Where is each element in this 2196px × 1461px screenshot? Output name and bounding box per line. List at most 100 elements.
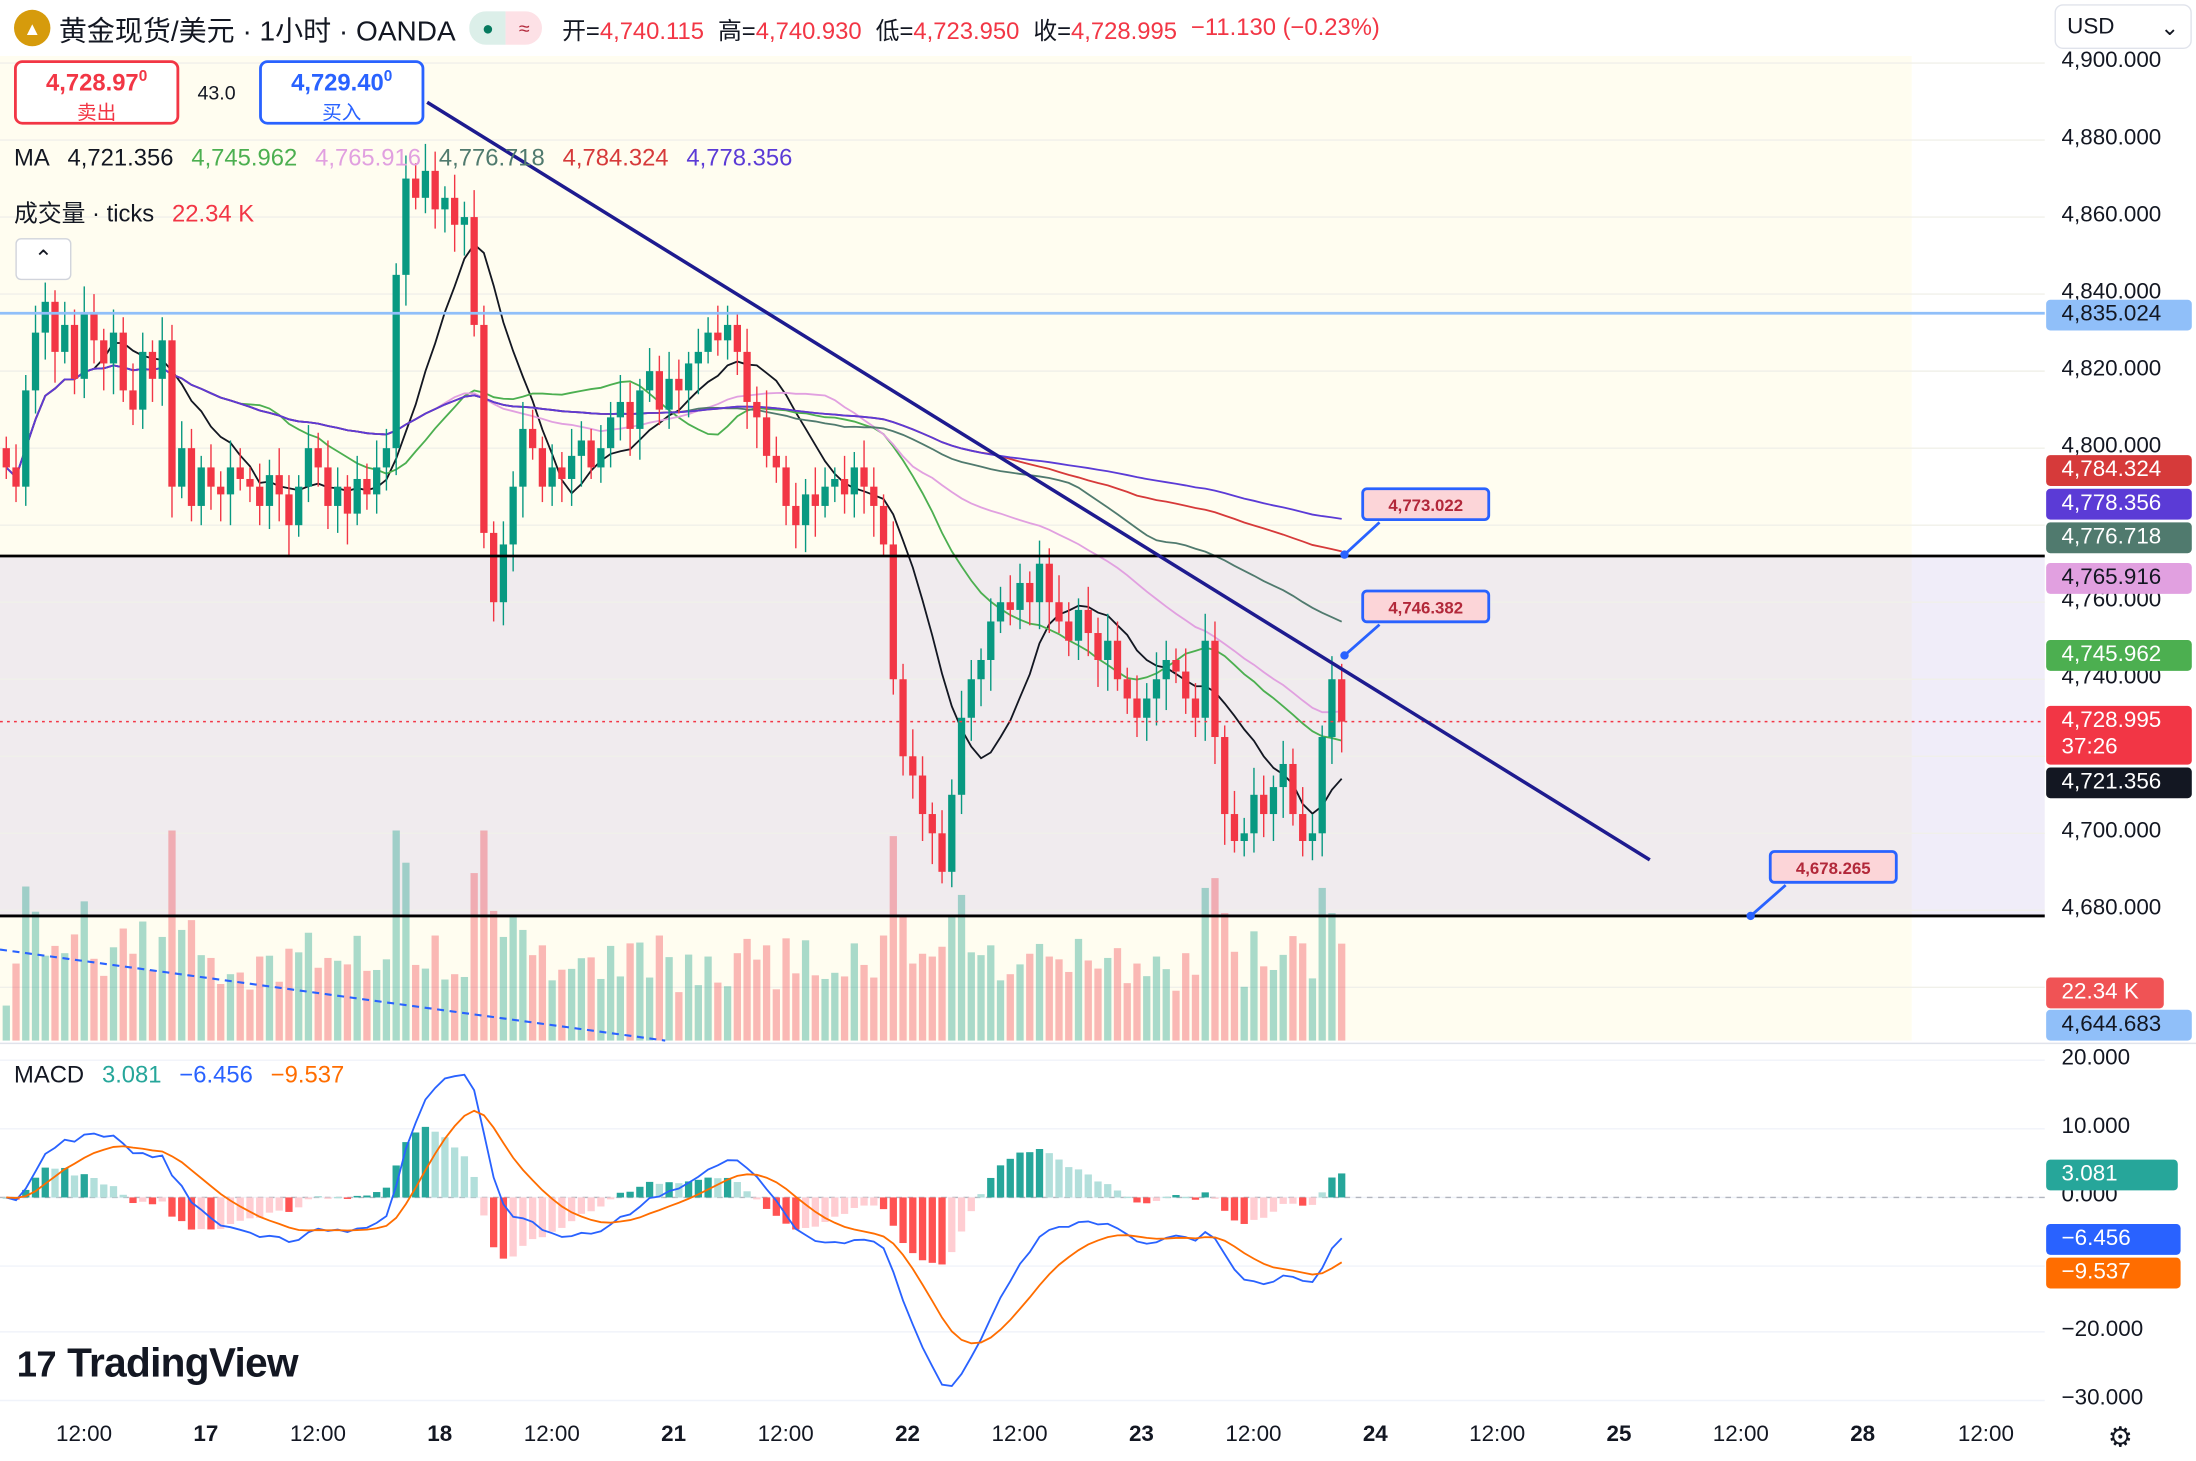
macd-histogram-bar <box>295 1197 303 1208</box>
volume-bar <box>402 862 410 1041</box>
macd-histogram-bar <box>246 1197 254 1219</box>
candle-body <box>1172 659 1180 672</box>
candle-body <box>753 401 761 418</box>
macd-histogram-bar <box>314 1195 322 1198</box>
macd-histogram-bar <box>236 1197 244 1221</box>
candle-body <box>1289 763 1297 815</box>
delayed-icon: ≈ <box>506 11 543 45</box>
candle-body <box>158 340 166 379</box>
candle-body <box>645 371 654 391</box>
candle-body <box>226 467 235 495</box>
price-callout[interactable]: 4,678.265 <box>1768 850 1898 884</box>
volume-bar <box>441 979 449 1041</box>
macd-histogram-bar <box>353 1195 361 1198</box>
candle-body <box>217 486 225 495</box>
macd-histogram-bar <box>100 1184 108 1198</box>
candle-body <box>1055 602 1063 622</box>
sell-button[interactable]: 4,728.970 卖出 <box>14 60 180 125</box>
symbol-header: ▲ 黄金现货/美元 · 1小时 · OANDA ● ≈ 开=4,740.115 … <box>14 8 1380 47</box>
collapse-legend-button[interactable]: ⌃ <box>15 238 72 281</box>
candle-body <box>1065 621 1073 641</box>
candle-body <box>1162 659 1170 680</box>
volume-bar <box>70 934 79 1041</box>
volume-bar <box>1289 936 1297 1041</box>
trendline <box>426 100 1651 862</box>
macd-histogram-bar <box>80 1174 88 1198</box>
price-tag: 4,776.718 <box>2046 522 2192 554</box>
volume-bar <box>948 914 956 1041</box>
symbol-title[interactable]: 黄金现货/美元 · 1小时 · OANDA <box>58 16 456 47</box>
candle-body <box>402 178 410 275</box>
candle-body <box>548 467 556 487</box>
candle-body <box>665 378 673 410</box>
callout-pointer <box>1343 623 1381 657</box>
ma-legend[interactable]: MA 4,721.356 4,745.962 4,765.916 4,776.7… <box>14 144 793 171</box>
candle-body <box>1074 609 1083 641</box>
settings-gear-icon[interactable]: ⚙ <box>2107 1422 2133 1454</box>
volume-bar <box>470 873 478 1041</box>
volume-bar <box>61 953 69 1041</box>
ma-line-2 <box>5 364 1342 742</box>
candle-body <box>1211 640 1219 738</box>
macd-histogram-bar <box>1055 1159 1063 1198</box>
candle-body <box>109 332 118 364</box>
macd-histogram-bar <box>402 1142 410 1198</box>
candle-body <box>694 351 702 364</box>
ma-line-6 <box>5 364 1342 520</box>
macd-histogram-bar <box>304 1197 313 1200</box>
currency-select[interactable]: USD ⌄ <box>2054 4 2192 50</box>
volume-bar <box>1123 983 1131 1041</box>
volume-legend[interactable]: 成交量 · ticks 22.34 K <box>14 200 255 227</box>
macd-histogram-bar <box>918 1197 927 1261</box>
volume-bar <box>665 957 673 1041</box>
macd-histogram-bar <box>1016 1152 1024 1198</box>
macd-legend[interactable]: MACD 3.081 −6.456 −9.537 <box>14 1061 345 1089</box>
signal-tag: −9.537 <box>2046 1257 2181 1289</box>
bar-countdown: 37:26 <box>2061 735 2118 760</box>
candle-body <box>129 390 137 410</box>
market-status[interactable]: ● ≈ <box>469 11 543 45</box>
candle-body <box>1133 698 1141 718</box>
volume-bar <box>1035 943 1044 1041</box>
candle-body <box>626 401 634 429</box>
candle-body <box>1269 787 1278 815</box>
volume-bar <box>353 935 361 1041</box>
volume-bar <box>558 969 566 1041</box>
volume-bar <box>1260 966 1268 1041</box>
volume-bar <box>158 936 166 1041</box>
candle-body <box>304 448 313 487</box>
macd-histogram-bar <box>762 1197 771 1209</box>
buy-button[interactable]: 4,729.400 买入 <box>259 60 425 125</box>
price-callout[interactable]: 4,746.382 <box>1361 589 1491 624</box>
volume-bar <box>1094 968 1102 1041</box>
price-callout[interactable]: 4,773.022 <box>1361 487 1491 521</box>
macd-histogram-bar <box>1338 1173 1346 1198</box>
candle-body <box>207 467 215 487</box>
macd-histogram-bar <box>558 1197 566 1228</box>
volume-bar <box>655 935 664 1041</box>
candle-body <box>821 486 829 506</box>
macd-histogram-bar <box>334 1196 342 1199</box>
candle-body <box>1230 814 1239 842</box>
candle-body <box>343 486 352 514</box>
volume-bar <box>860 964 868 1041</box>
last-price-tag: 4,728.995 37:26 <box>2046 705 2192 765</box>
volume-bar <box>1230 951 1239 1041</box>
candle-body <box>100 340 108 364</box>
candle-body <box>889 544 897 680</box>
price-axis[interactable]: 4,900.000 4,880.000 4,860.000 4,840.000 4,82… <box>2045 0 2196 1410</box>
tradingview-logo[interactable]: 17 TradingView <box>16 1341 299 1387</box>
volume-bar <box>1143 976 1151 1041</box>
candle-body <box>879 505 888 545</box>
candle-body <box>480 324 488 533</box>
candle-body <box>577 440 586 456</box>
candle-body <box>558 467 566 479</box>
macd-histogram-bar <box>626 1191 634 1198</box>
price-tag: 4,765.916 <box>2046 563 2192 594</box>
macd-histogram-bar <box>139 1197 147 1202</box>
candle-body <box>918 775 927 815</box>
candle-body <box>538 448 547 487</box>
candle-body <box>1143 698 1151 718</box>
macd-histogram-bar <box>597 1197 605 1207</box>
